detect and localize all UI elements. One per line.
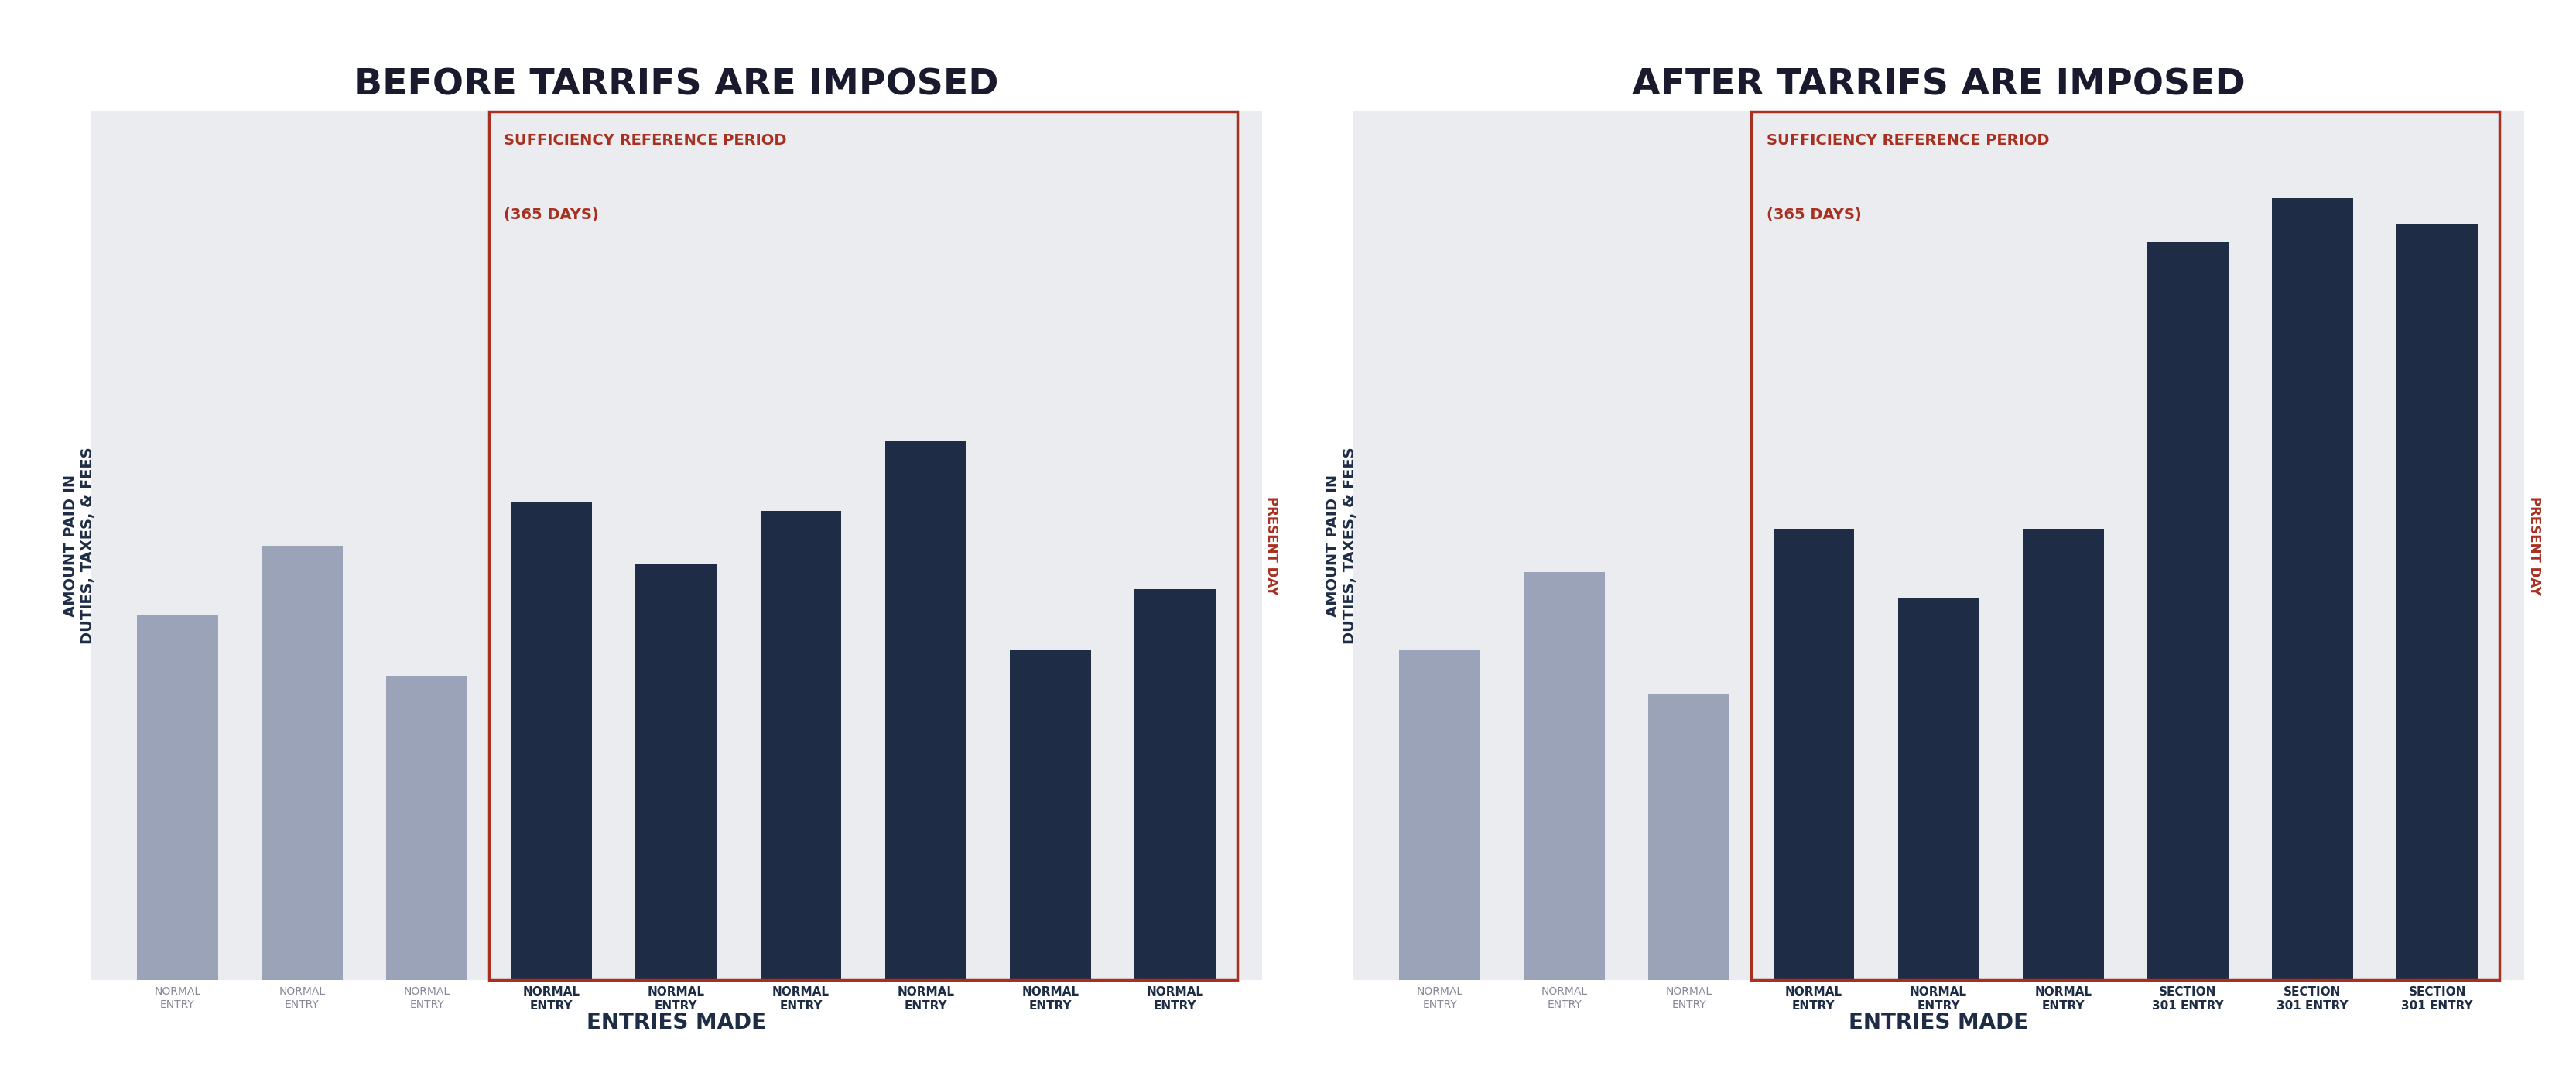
Text: THE IMPACT OF INCREASED TARRIFS: THE IMPACT OF INCREASED TARRIFS xyxy=(685,24,1891,81)
Bar xyxy=(137,615,219,980)
Bar xyxy=(886,442,966,980)
Text: — a pcf company: — a pcf company xyxy=(31,81,106,89)
Text: trg: trg xyxy=(31,22,82,52)
Bar xyxy=(1899,598,1978,980)
Bar xyxy=(760,511,842,980)
Bar xyxy=(1772,529,1855,980)
Text: PRESENT DAY: PRESENT DAY xyxy=(1265,496,1278,596)
Bar xyxy=(1133,589,1216,980)
Bar xyxy=(386,676,466,980)
Bar xyxy=(510,503,592,980)
Text: (365 DAYS): (365 DAYS) xyxy=(1767,207,1862,222)
Text: ENTRIES MADE: ENTRIES MADE xyxy=(587,1012,765,1033)
Text: AFTER TARRIFS ARE IMPOSED: AFTER TARRIFS ARE IMPOSED xyxy=(1631,67,2246,103)
Y-axis label: AMOUNT PAID IN
DUTIES, TAXES, & FEES: AMOUNT PAID IN DUTIES, TAXES, & FEES xyxy=(1327,447,1358,644)
Bar xyxy=(1010,650,1090,980)
Bar xyxy=(2396,224,2478,980)
Bar xyxy=(2022,529,2105,980)
Text: PRESENT DAY: PRESENT DAY xyxy=(2527,496,2540,596)
Bar xyxy=(1649,693,1728,980)
Text: (365 DAYS): (365 DAYS) xyxy=(505,207,600,222)
Text: SUFFICIENCY REFERENCE PERIOD: SUFFICIENCY REFERENCE PERIOD xyxy=(505,133,786,148)
Bar xyxy=(1525,572,1605,980)
Text: ENTRIES MADE: ENTRIES MADE xyxy=(1850,1012,2027,1033)
Bar xyxy=(2148,242,2228,980)
Bar xyxy=(263,546,343,980)
Bar xyxy=(636,563,716,980)
Bar xyxy=(2272,198,2352,980)
Text: SUFFICIENCY REFERENCE PERIOD: SUFFICIENCY REFERENCE PERIOD xyxy=(1767,133,2048,148)
Text: BEFORE TARRIFS ARE IMPOSED: BEFORE TARRIFS ARE IMPOSED xyxy=(353,67,999,103)
Bar xyxy=(1399,650,1481,980)
Y-axis label: AMOUNT PAID IN
DUTIES, TAXES, & FEES: AMOUNT PAID IN DUTIES, TAXES, & FEES xyxy=(64,447,95,644)
